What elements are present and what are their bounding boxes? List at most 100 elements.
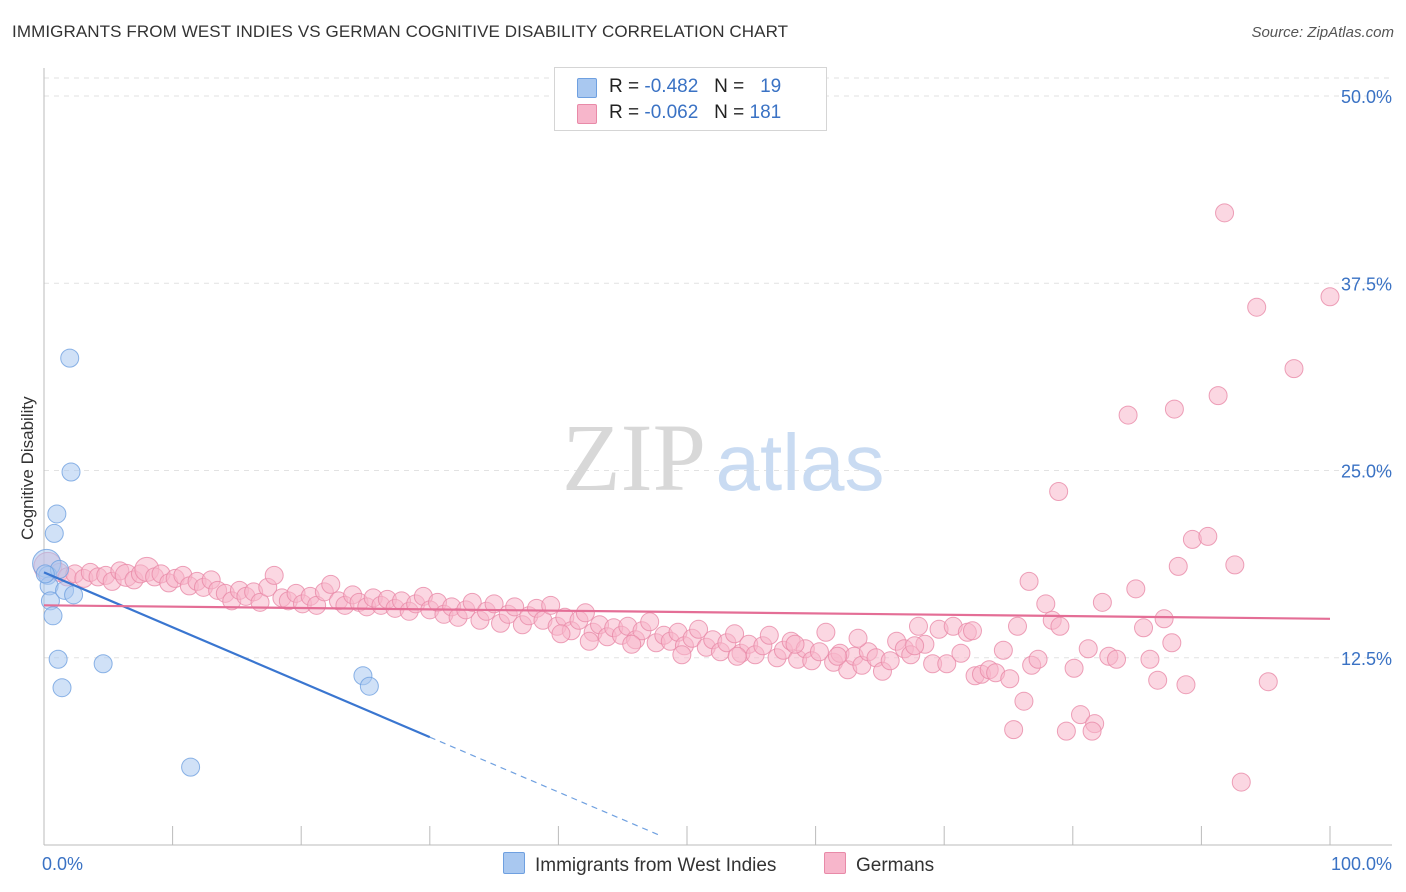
bottom-legend-label: Germans: [856, 855, 935, 876]
legend-n-value: 181: [749, 102, 782, 123]
data-point: [1208, 386, 1228, 406]
data-point: [1168, 556, 1188, 576]
data-point: [993, 640, 1013, 660]
y-tick-label: 37.5%: [1341, 274, 1392, 294]
axes: [43, 68, 1392, 846]
watermark-zip: ZIP: [562, 404, 706, 511]
data-point: [1134, 618, 1154, 638]
legend-swatch-west-indies: [577, 78, 597, 98]
legend-r-value: -0.062: [644, 102, 699, 123]
data-point: [1008, 616, 1028, 636]
bottom-legend-swatch-west-indies: [503, 852, 525, 874]
legend-r-value: -0.482: [644, 76, 699, 97]
data-point: [725, 624, 745, 644]
data-point: [1140, 649, 1160, 669]
bottom-legend-swatch-germans: [824, 852, 846, 874]
data-point: [759, 625, 779, 645]
y-axis-label: Cognitive Disability: [18, 396, 37, 540]
data-point: [785, 634, 805, 654]
data-point: [1082, 721, 1102, 741]
trend-line-west-indies: [43, 571, 431, 739]
data-point: [1258, 672, 1278, 692]
data-point: [951, 643, 971, 663]
x-tick-label: 0.0%: [42, 854, 83, 874]
data-point: [937, 654, 957, 674]
data-point: [1050, 616, 1070, 636]
watermark: ZIP atlas: [562, 404, 884, 511]
data-point: [1231, 772, 1251, 792]
data-point: [551, 624, 571, 644]
legend-n-value: 19: [760, 76, 782, 97]
data-point: [47, 504, 67, 524]
watermark-atlas: atlas: [716, 418, 885, 507]
data-point: [1215, 203, 1235, 223]
data-point: [1198, 526, 1218, 546]
data-point: [48, 649, 68, 669]
data-point: [93, 654, 113, 674]
data-point: [880, 651, 900, 671]
bottom-legend-label: Immigrants from West Indies: [535, 855, 777, 876]
legend-n-label: N =: [714, 76, 745, 97]
data-point: [827, 646, 847, 666]
grid-lines: [44, 77, 1392, 659]
y-tick-label: 12.5%: [1341, 649, 1392, 669]
data-point: [61, 462, 81, 482]
data-point: [1014, 691, 1034, 711]
data-point: [1071, 705, 1091, 725]
chart-title: IMMIGRANTS FROM WEST INDIES VS GERMAN CO…: [12, 22, 789, 41]
data-point: [60, 348, 80, 368]
data-point: [640, 612, 660, 632]
data-point: [579, 631, 599, 651]
data-point: [1056, 721, 1076, 741]
data-point: [816, 622, 836, 642]
legend-r-label: R =: [609, 76, 640, 97]
bottom-legend-west-indies: Immigrants from West Indies: [503, 852, 776, 877]
data-point: [848, 628, 868, 648]
data-point: [1154, 609, 1174, 629]
tick-labels: 12.5% 25.0% 37.5% 50.0% 0.0% 100.0%: [42, 87, 1392, 874]
data-point: [689, 619, 709, 639]
data-point: [1176, 675, 1196, 695]
data-point: [181, 757, 201, 777]
y-tick-label: 50.0%: [1341, 87, 1392, 107]
stats-legend: R = -0.482 N = 19 R = -0.062 N = 181: [554, 67, 827, 131]
data-point: [672, 645, 692, 665]
data-point: [1004, 720, 1024, 740]
data-point: [1164, 399, 1184, 419]
data-point: [1092, 592, 1112, 612]
data-point: [622, 634, 642, 654]
data-point: [575, 603, 595, 623]
trend-lines: [43, 571, 1331, 837]
data-point: [809, 642, 829, 662]
data-point: [1320, 287, 1340, 307]
legend-r-label: R =: [609, 102, 640, 123]
data-point: [1036, 594, 1056, 614]
data-point: [1126, 579, 1146, 599]
data-point: [1148, 670, 1168, 690]
data-point: [1028, 649, 1048, 669]
data-point: [52, 678, 72, 698]
data-point: [462, 592, 482, 612]
data-point: [1078, 639, 1098, 659]
data-point: [1000, 669, 1020, 689]
data-point: [1107, 649, 1127, 669]
x-tick-label: 100.0%: [1331, 854, 1392, 874]
trend-line-germans: [43, 604, 1331, 620]
data-point: [1284, 359, 1304, 379]
trend-line-west-indies-extension: [429, 736, 662, 837]
data-point: [1049, 481, 1069, 501]
data-point: [1019, 571, 1039, 591]
data-point: [908, 616, 928, 636]
data-point: [1182, 529, 1202, 549]
data-point: [484, 594, 504, 614]
source-label: Source: ZipAtlas.com: [1251, 24, 1394, 41]
data-point: [321, 574, 341, 594]
data-point: [43, 606, 63, 626]
data-point: [1247, 297, 1267, 317]
data-point: [44, 523, 64, 543]
legend-swatch-germans: [577, 104, 597, 124]
data-point: [1225, 555, 1245, 575]
data-point: [264, 565, 284, 585]
data-point: [359, 676, 379, 696]
